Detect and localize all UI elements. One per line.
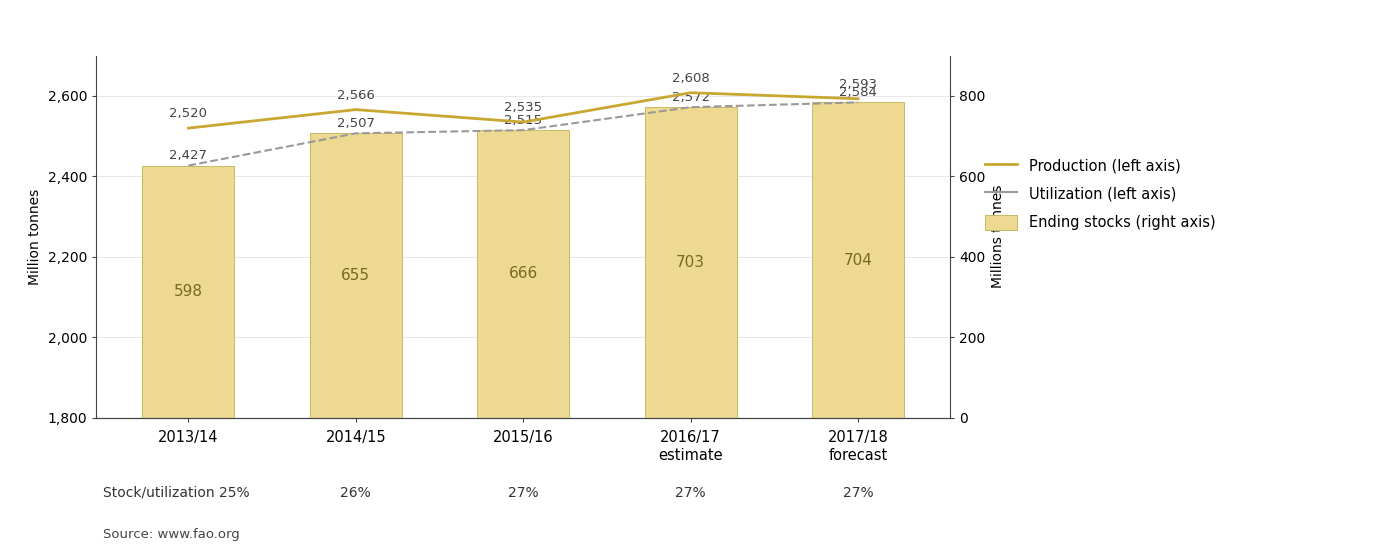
Text: 703: 703 xyxy=(676,255,705,270)
Text: 27%: 27% xyxy=(508,486,538,500)
Legend: Production (left axis), Utilization (left axis), Ending stocks (right axis): Production (left axis), Utilization (lef… xyxy=(985,158,1216,230)
Text: 704: 704 xyxy=(844,252,873,267)
Bar xyxy=(478,130,569,418)
Text: Stock/utilization 25%: Stock/utilization 25% xyxy=(103,486,249,500)
Bar xyxy=(142,165,234,418)
Bar xyxy=(644,107,737,418)
Text: 2,515: 2,515 xyxy=(504,114,543,127)
Text: 666: 666 xyxy=(508,266,538,281)
Text: 2,535: 2,535 xyxy=(504,101,543,114)
Y-axis label: Million tonnes: Million tonnes xyxy=(28,189,43,285)
Text: 27%: 27% xyxy=(675,486,706,500)
Text: 2,572: 2,572 xyxy=(672,91,709,104)
Text: 2,566: 2,566 xyxy=(337,89,375,101)
Text: 598: 598 xyxy=(174,284,202,299)
Text: 2,584: 2,584 xyxy=(839,86,877,99)
Text: 655: 655 xyxy=(341,268,370,283)
Y-axis label: Millions tonnes: Millions tonnes xyxy=(991,185,1005,289)
Text: 2,520: 2,520 xyxy=(169,107,208,120)
Bar xyxy=(310,133,402,418)
Text: 2,608: 2,608 xyxy=(672,72,709,85)
Bar xyxy=(812,102,905,418)
Text: 27%: 27% xyxy=(843,486,873,500)
Text: 2,427: 2,427 xyxy=(169,149,208,162)
Text: 26%: 26% xyxy=(340,486,372,500)
Text: 2,593: 2,593 xyxy=(839,77,877,91)
Text: 2,507: 2,507 xyxy=(337,117,375,130)
Text: Source: www.fao.org: Source: www.fao.org xyxy=(103,528,240,541)
